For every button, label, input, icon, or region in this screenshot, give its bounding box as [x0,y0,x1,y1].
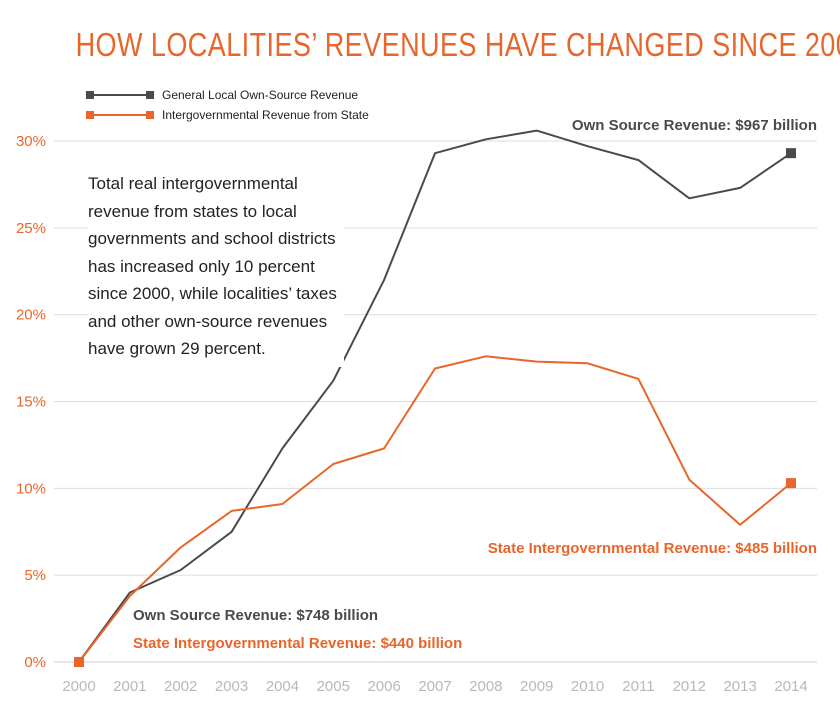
x-tick-label: 2013 [723,678,756,695]
y-tick-label: 20% [16,307,46,324]
annotations: Own Source Revenue: $967 billion State I… [133,117,817,652]
legend-label-own-source: General Local Own-Source Revenue [162,88,358,102]
y-tick-label: 10% [16,480,46,497]
chart-note: Total real intergovernmental revenue fro… [88,168,344,367]
x-tick-label: 2008 [469,678,502,695]
legend-marker-state-end [146,111,154,119]
x-tick-label: 2004 [266,678,299,695]
x-tick-label: 2005 [317,678,350,695]
series-line-1 [78,355,792,663]
x-tick-label: 2000 [62,678,95,695]
y-tick-label: 0% [24,654,46,671]
x-tick-label: 2001 [113,678,146,695]
legend-marker-state-start [86,111,94,119]
y-tick-label: 5% [24,567,46,584]
x-tick-label: 2002 [164,678,197,695]
x-tick-label: 2014 [774,678,807,695]
x-tick-label: 2012 [673,678,706,695]
x-tick-label: 2006 [367,678,400,695]
y-tick-label: 30% [16,133,46,150]
legend: General Local Own-Source Revenue Intergo… [86,88,369,122]
series-marker-end-0 [786,148,796,159]
series [74,129,796,667]
x-tick-label: 2010 [571,678,604,695]
x-tick-label: 2007 [418,678,451,695]
legend-item-state: Intergovernmental Revenue from State [86,108,369,122]
legend-label-state: Intergovernmental Revenue from State [162,108,369,122]
y-tick-label: 15% [16,394,46,411]
y-tick-label: 25% [16,220,46,237]
x-tick-label: 2003 [215,678,248,695]
legend-marker-own-source-start [86,91,94,99]
legend-item-own-source: General Local Own-Source Revenue [86,88,358,102]
annotation-state-2000: State Intergovernmental Revenue: $440 bi… [133,635,462,652]
annotation-own-source-2014: Own Source Revenue: $967 billion [572,117,817,134]
x-tick-label: 2011 [622,678,654,695]
series-marker-end-1 [786,478,796,489]
annotation-state-2014: State Intergovernmental Revenue: $485 bi… [488,540,817,557]
x-tick-label: 2009 [520,678,553,695]
series-marker-start-1 [74,657,84,667]
axes: 0% 5% 10% 15% 20% 25% 30% 2000 2001 2002 2003 2004 2… [16,133,817,695]
legend-marker-own-source-end [146,91,154,99]
annotation-own-source-2000: Own Source Revenue: $748 billion [133,607,378,624]
series-line-0 [78,129,792,663]
chart-title: HOW LOCALITIES’ REVENUES HAVE CHANGED SI… [75,26,840,63]
